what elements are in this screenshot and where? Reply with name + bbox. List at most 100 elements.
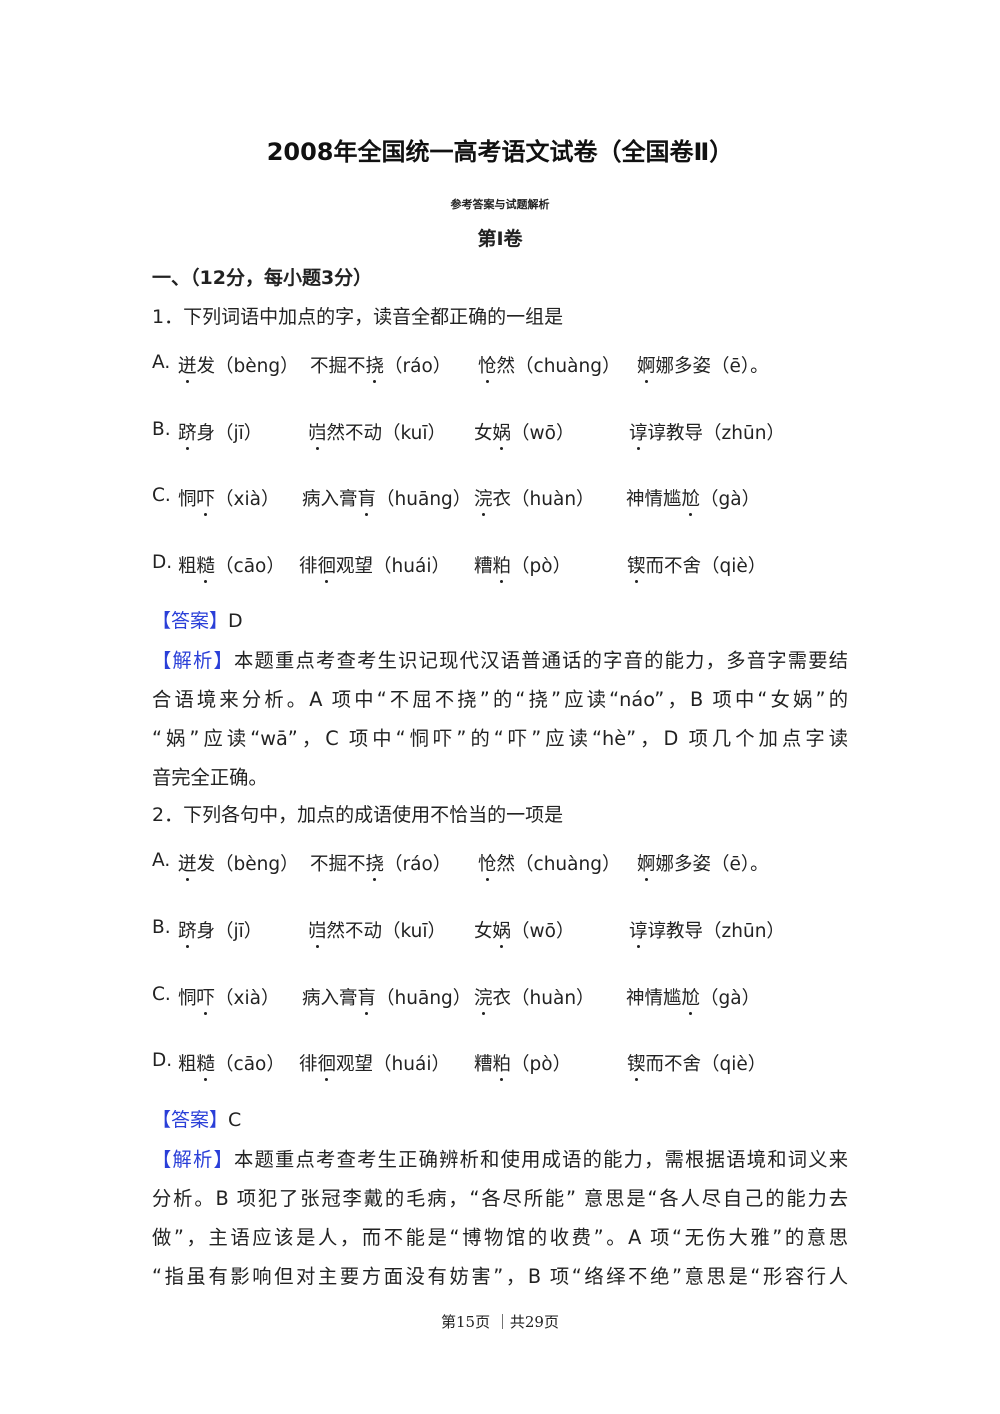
option-row-b: B. 跻身（jī） 岿然不动（kuī） 女娲（wō） 谆谆教导（zhūn） xyxy=(0,419,1000,449)
analysis-line: 【解析】本题重点考查考生识记现代汉语普通话的字音的能力，多音字需要结 xyxy=(152,645,848,673)
answer-tag: 【答案】 xyxy=(152,610,229,632)
word-text: 衣 xyxy=(492,489,512,510)
word-text: 神情尴 xyxy=(626,988,682,1009)
dotted-character: 糙 xyxy=(196,556,216,577)
pinyin: （qiè） xyxy=(701,556,767,577)
option-word: 糟粕（pò） xyxy=(474,1050,571,1076)
word-text: 发 xyxy=(196,854,216,875)
option-word: 浣衣（huàn） xyxy=(474,485,595,511)
option-label: A. xyxy=(152,850,171,871)
dotted-character: 吓 xyxy=(196,988,216,1009)
answer-tag: 【答案】 xyxy=(152,1109,229,1131)
pinyin: （qiè） xyxy=(701,1054,767,1075)
word-text: 徘 xyxy=(299,556,318,577)
word-text: 然 xyxy=(496,356,516,377)
pinyin: （ráo） xyxy=(384,356,452,377)
word-text: 而不舍 xyxy=(645,556,702,577)
option-word: 徘徊观望（huái） xyxy=(299,1050,450,1076)
analysis-line: “娲”应读“wā”，C 项中“恫吓”的“吓”应读“hè”，D 项几个加点字读 xyxy=(152,723,848,751)
analysis-text: 音完全正确。 xyxy=(152,766,268,789)
option-row-a: A. 迸发（bèng） 不掘不挠（ráo） 怆然（chuàng） 婀娜多姿（ē）。 xyxy=(0,850,1000,880)
dotted-character: 粕 xyxy=(492,1054,512,1075)
dotted-character: 婀 xyxy=(637,854,656,875)
dotted-character: 挠 xyxy=(365,356,385,377)
option-word: 女娲（wō） xyxy=(474,917,574,943)
option-label: B. xyxy=(152,419,171,440)
dotted-character: 肓 xyxy=(357,489,377,510)
answer-value: D xyxy=(228,610,243,632)
word-text: 糟 xyxy=(474,1054,493,1075)
dotted-character: 徊 xyxy=(317,1054,337,1075)
option-word: 谆谆教导（zhūn） xyxy=(629,917,785,943)
pinyin: （zhūn） xyxy=(703,423,785,444)
pinyin: （huāng） xyxy=(376,489,472,510)
page-footer: 第15页 ｜共29页 xyxy=(441,1313,559,1331)
option-word: 粗糙（cāo） xyxy=(178,552,285,578)
analysis-text: 本题重点考查考生正确辨析和使用成语的能力，需根据语境和词义来 xyxy=(234,1148,849,1171)
option-row-c: C. 恫吓（xià） 病入膏肓（huāng） 浣衣（huàn） 神情尴尬（gà） xyxy=(0,984,1000,1014)
option-word: 怆然（chuàng） xyxy=(478,850,620,876)
pinyin: （xià） xyxy=(215,988,280,1009)
option-word: 跻身（jī） xyxy=(178,917,262,943)
option-label: D. xyxy=(152,1050,173,1071)
dotted-character: 娲 xyxy=(492,921,512,942)
dotted-character: 尬 xyxy=(681,489,701,510)
dotted-character: 锲 xyxy=(627,556,646,577)
word-text: 发 xyxy=(196,356,216,377)
analysis-text: “指虽有影响但对主要方面没有妨害”，B 项“络绎不绝”意思是“形容行人 xyxy=(152,1265,848,1288)
word-text: 女 xyxy=(474,921,493,942)
word-text: 谆教导 xyxy=(647,423,704,444)
word-text: 恫 xyxy=(178,489,197,510)
word-text: 恫 xyxy=(178,988,197,1009)
analysis-line: 【解析】本题重点考查考生正确辨析和使用成语的能力，需根据语境和词义来 xyxy=(152,1144,848,1172)
option-word: 怆然（chuàng） xyxy=(478,352,620,378)
analysis-line: 分析。B 项犯了张冠李戴的毛病，“各尽所能” 意思是“各人尽自己的能力去 xyxy=(152,1183,848,1211)
option-row-d: D. 粗糙（cāo） 徘徊观望（huái） 糟粕（pò） 锲而不舍（qiè） xyxy=(0,1050,1000,1080)
option-label: C. xyxy=(152,984,171,1005)
pinyin: （kuī） xyxy=(382,921,447,942)
option-word: 迸发（bèng） xyxy=(178,352,299,378)
word-text: 然不动 xyxy=(326,423,383,444)
dotted-character: 浣 xyxy=(474,988,493,1009)
option-word: 徘徊观望（huái） xyxy=(299,552,450,578)
dotted-character: 粕 xyxy=(492,556,512,577)
option-row-c: C. 恫吓（xià） 病入膏肓（huāng） 浣衣（huàn） 神情尴尬（gà） xyxy=(0,485,1000,515)
word-text: 粗 xyxy=(178,556,197,577)
section-heading: 一、（12分，每小题3分） xyxy=(152,267,373,289)
pinyin: （gà） xyxy=(700,489,761,510)
question-stem: 2．下列各句中，加点的成语使用不恰当的一项是 xyxy=(152,804,564,826)
option-label: B. xyxy=(152,917,171,938)
word-text: 然不动 xyxy=(326,921,383,942)
word-text: 身 xyxy=(196,423,216,444)
word-text: 粗 xyxy=(178,1054,197,1075)
pinyin: （bèng） xyxy=(215,854,299,875)
word-text: 衣 xyxy=(492,988,512,1009)
option-word: 不掘不挠（ráo） xyxy=(310,352,451,378)
dotted-character: 跻 xyxy=(178,921,197,942)
pinyin: （huái） xyxy=(373,1054,450,1075)
pinyin: （jī） xyxy=(215,423,263,444)
analysis-line: 音完全正确。 xyxy=(152,762,848,790)
option-word: 病入膏肓（huāng） xyxy=(302,984,471,1010)
pinyin: （chuàng） xyxy=(515,854,621,875)
word-text: 谆教导 xyxy=(647,921,704,942)
word-text: 身 xyxy=(196,921,216,942)
option-word: 神情尴尬（gà） xyxy=(626,485,760,511)
pinyin: （wō） xyxy=(511,423,575,444)
pinyin: （gà） xyxy=(700,988,761,1009)
word-text: 神情尴 xyxy=(626,489,682,510)
word-text: 糟 xyxy=(474,556,493,577)
word-text: 而不舍 xyxy=(645,1054,702,1075)
option-word: 恫吓（xià） xyxy=(178,485,279,511)
dotted-character: 肓 xyxy=(357,988,377,1009)
dotted-character: 迸 xyxy=(178,356,197,377)
word-text: 娜多姿 xyxy=(655,854,712,875)
dotted-character: 挠 xyxy=(365,854,385,875)
pinyin: （ráo） xyxy=(384,854,452,875)
dotted-character: 尬 xyxy=(681,988,701,1009)
option-label: D. xyxy=(152,552,173,573)
option-word: 病入膏肓（huāng） xyxy=(302,485,471,511)
option-label: C. xyxy=(152,485,171,506)
volume-heading: 第Ⅰ卷 xyxy=(477,228,523,250)
word-text: 观望 xyxy=(336,1054,374,1075)
